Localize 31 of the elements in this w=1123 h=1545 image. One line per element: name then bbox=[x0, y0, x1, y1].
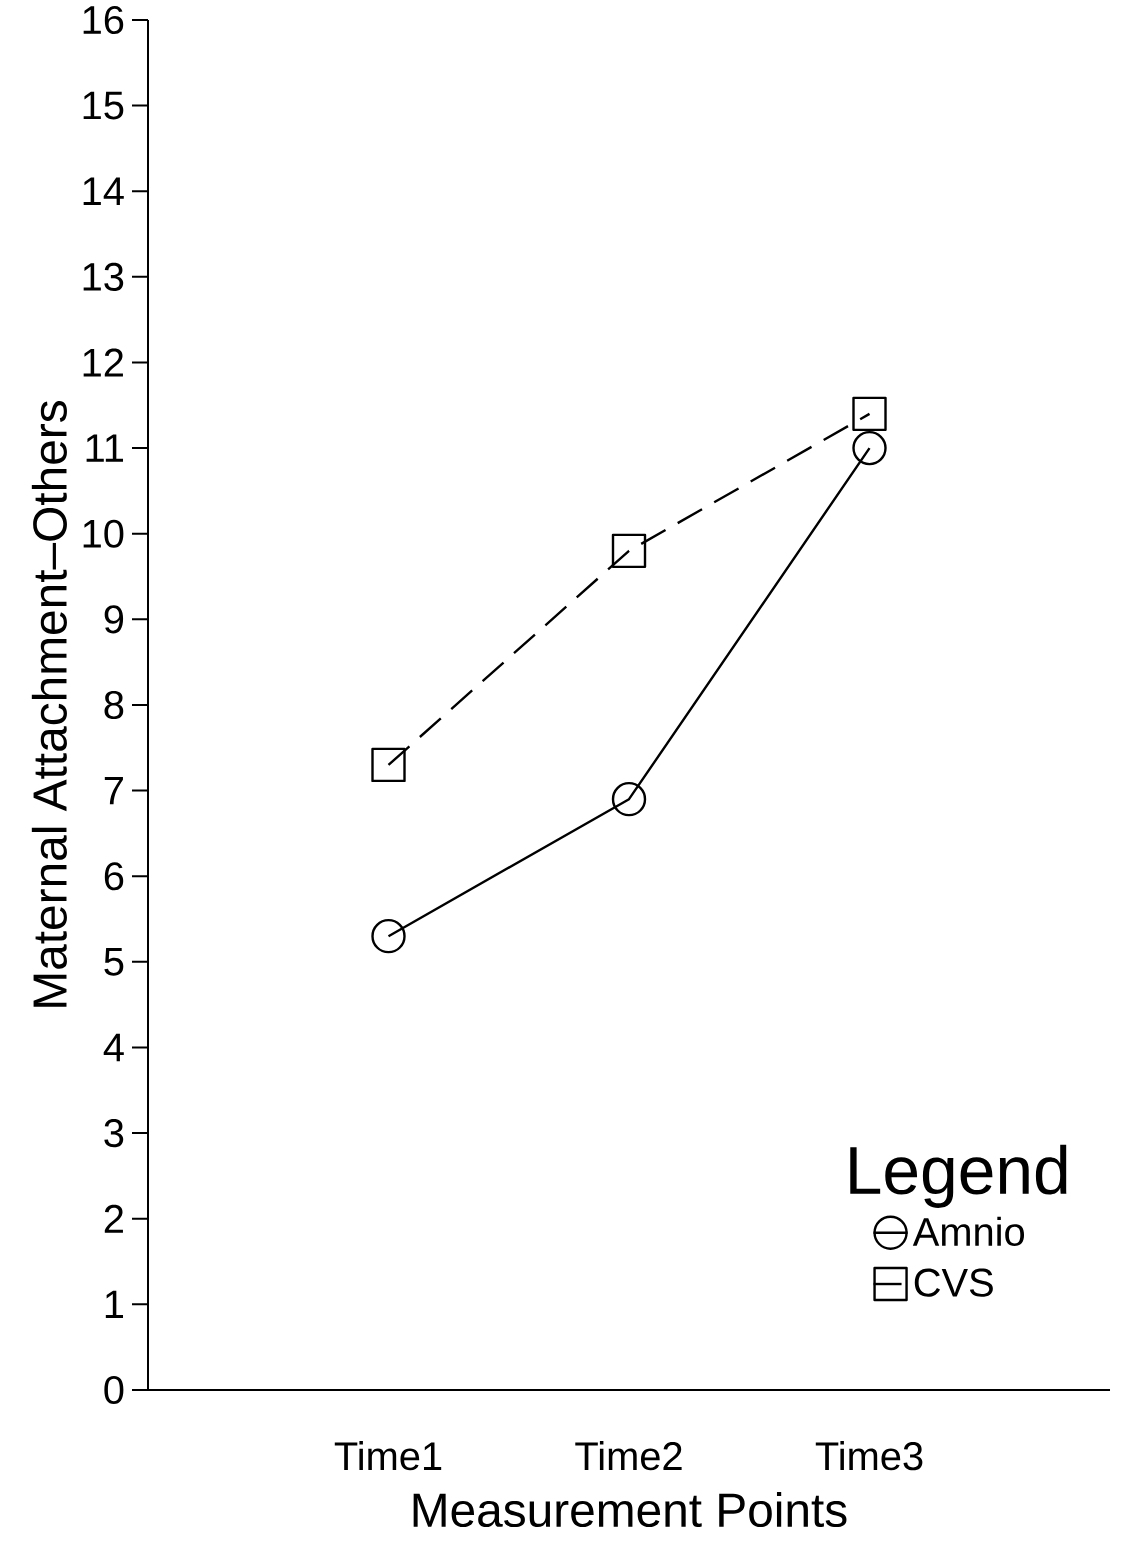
legend-label: CVS bbox=[914, 1268, 993, 1297]
y-tick-label: 11 bbox=[86, 434, 124, 462]
y-tick-label: 6 bbox=[104, 862, 124, 891]
y-tick-label: 12 bbox=[83, 348, 123, 377]
y-tick-label: 2 bbox=[104, 1204, 123, 1233]
point bbox=[852, 396, 887, 432]
x-tick-label: Time3 bbox=[815, 1441, 923, 1471]
y-tick-label: 3 bbox=[104, 1119, 124, 1148]
y-tick-label: 8 bbox=[104, 690, 124, 720]
y-tick-label: 7 bbox=[104, 776, 123, 805]
y-tick-label: 9 bbox=[104, 605, 124, 634]
y-axis-title: Maternal Attachment–Others bbox=[31, 401, 67, 1007]
y-tick-label: 14 bbox=[83, 177, 124, 205]
y-tick-label: 13 bbox=[83, 262, 124, 291]
y-tick-label: 0 bbox=[104, 1375, 124, 1405]
point bbox=[852, 430, 887, 466]
point bbox=[371, 918, 406, 954]
point bbox=[371, 747, 406, 783]
y-tick-label: 15 bbox=[83, 91, 124, 120]
y-tick-label: 5 bbox=[104, 947, 124, 976]
legend-title: Legend bbox=[850, 1144, 1067, 1208]
y-tick-label: 1 bbox=[105, 1290, 124, 1319]
x-tick-label: Time1 bbox=[334, 1441, 442, 1471]
point bbox=[611, 533, 647, 569]
x-tick-label: Time2 bbox=[575, 1441, 682, 1471]
legend-label: Amnio bbox=[912, 1216, 1025, 1247]
y-tick-label: 16 bbox=[83, 5, 124, 35]
y-tick-label: 4 bbox=[103, 1033, 124, 1062]
y-tick-label: 10 bbox=[83, 519, 124, 548]
x-axis-title: Measurement Points bbox=[413, 1491, 847, 1528]
point bbox=[611, 781, 647, 817]
